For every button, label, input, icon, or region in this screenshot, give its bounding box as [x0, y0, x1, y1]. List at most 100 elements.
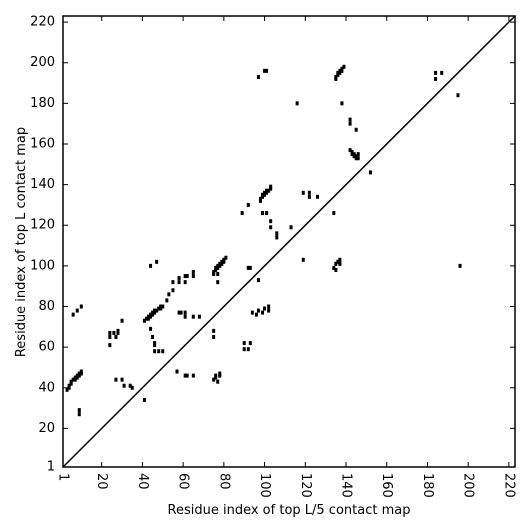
point — [147, 314, 151, 319]
point — [218, 373, 222, 378]
point — [212, 334, 216, 339]
point — [340, 68, 344, 73]
point — [151, 312, 155, 317]
y-tick-label: 120 — [30, 218, 55, 233]
point — [75, 308, 79, 313]
point — [177, 310, 181, 315]
point — [350, 150, 354, 155]
y-axis-label: Residue index of top L contact map — [14, 127, 29, 357]
point — [336, 70, 340, 75]
point — [348, 117, 352, 122]
point — [220, 259, 224, 264]
point — [307, 194, 311, 199]
point — [161, 349, 165, 354]
point — [263, 306, 267, 311]
point — [67, 383, 71, 388]
x-tick-label: 200 — [461, 473, 476, 498]
point — [130, 385, 134, 390]
point — [73, 375, 77, 380]
x-tick-label: 60 — [176, 473, 191, 490]
y-tick-label: 60 — [38, 340, 55, 355]
point — [434, 76, 438, 81]
point — [332, 211, 336, 216]
point — [77, 408, 81, 413]
point — [183, 373, 187, 378]
point — [177, 280, 181, 285]
point — [248, 341, 252, 346]
point — [289, 225, 293, 230]
y-tick-label: 220 — [30, 15, 55, 30]
point — [175, 369, 179, 374]
x-axis-label: Residue index of top L/5 contact map — [168, 503, 411, 518]
point — [218, 263, 222, 268]
point — [256, 278, 260, 283]
point — [171, 280, 175, 285]
point — [246, 347, 250, 352]
point — [183, 280, 187, 285]
point — [214, 373, 218, 378]
point — [222, 259, 226, 264]
point — [185, 373, 189, 378]
point — [261, 310, 265, 315]
point — [114, 334, 118, 339]
point — [191, 373, 195, 378]
point — [263, 190, 267, 195]
point — [191, 314, 195, 319]
point — [269, 225, 273, 230]
point — [340, 66, 344, 71]
point — [112, 330, 116, 335]
point — [151, 310, 155, 315]
point — [71, 377, 75, 382]
point — [212, 272, 216, 277]
point — [434, 70, 438, 75]
point — [348, 148, 352, 153]
x-tick-label: 140 — [339, 473, 354, 498]
point — [153, 310, 157, 315]
point — [336, 72, 340, 77]
y-tick-label: 100 — [30, 258, 55, 273]
point — [338, 261, 342, 266]
point — [218, 371, 222, 376]
point — [71, 312, 75, 317]
point — [332, 265, 336, 270]
point — [269, 219, 273, 224]
point — [269, 184, 273, 189]
x-tick-label: 80 — [216, 473, 231, 490]
point — [261, 194, 265, 199]
point — [216, 379, 220, 384]
point — [73, 377, 77, 382]
point — [265, 68, 269, 73]
point — [440, 70, 444, 75]
y-tick-label: 1 — [47, 460, 55, 475]
point — [261, 192, 265, 197]
point — [216, 272, 220, 277]
point — [248, 265, 252, 270]
point — [263, 68, 267, 73]
point — [153, 308, 157, 313]
point — [197, 314, 201, 319]
point — [242, 347, 246, 352]
point — [114, 377, 118, 382]
point — [157, 349, 161, 354]
point — [336, 259, 340, 264]
point — [155, 308, 159, 313]
x-tick-label: 40 — [135, 473, 150, 490]
point — [67, 385, 71, 390]
point — [338, 70, 342, 75]
point — [183, 274, 187, 279]
point — [316, 194, 320, 199]
point — [261, 211, 265, 216]
point — [191, 269, 195, 274]
point — [108, 334, 112, 339]
x-tick-label: 1 — [56, 473, 71, 481]
point — [149, 312, 153, 317]
point — [295, 101, 299, 106]
point — [352, 152, 356, 157]
point — [116, 330, 120, 335]
point — [224, 255, 228, 260]
point — [149, 314, 153, 319]
point — [120, 318, 124, 323]
y-tick-label: 140 — [30, 177, 55, 192]
point — [220, 261, 224, 266]
point — [334, 74, 338, 79]
